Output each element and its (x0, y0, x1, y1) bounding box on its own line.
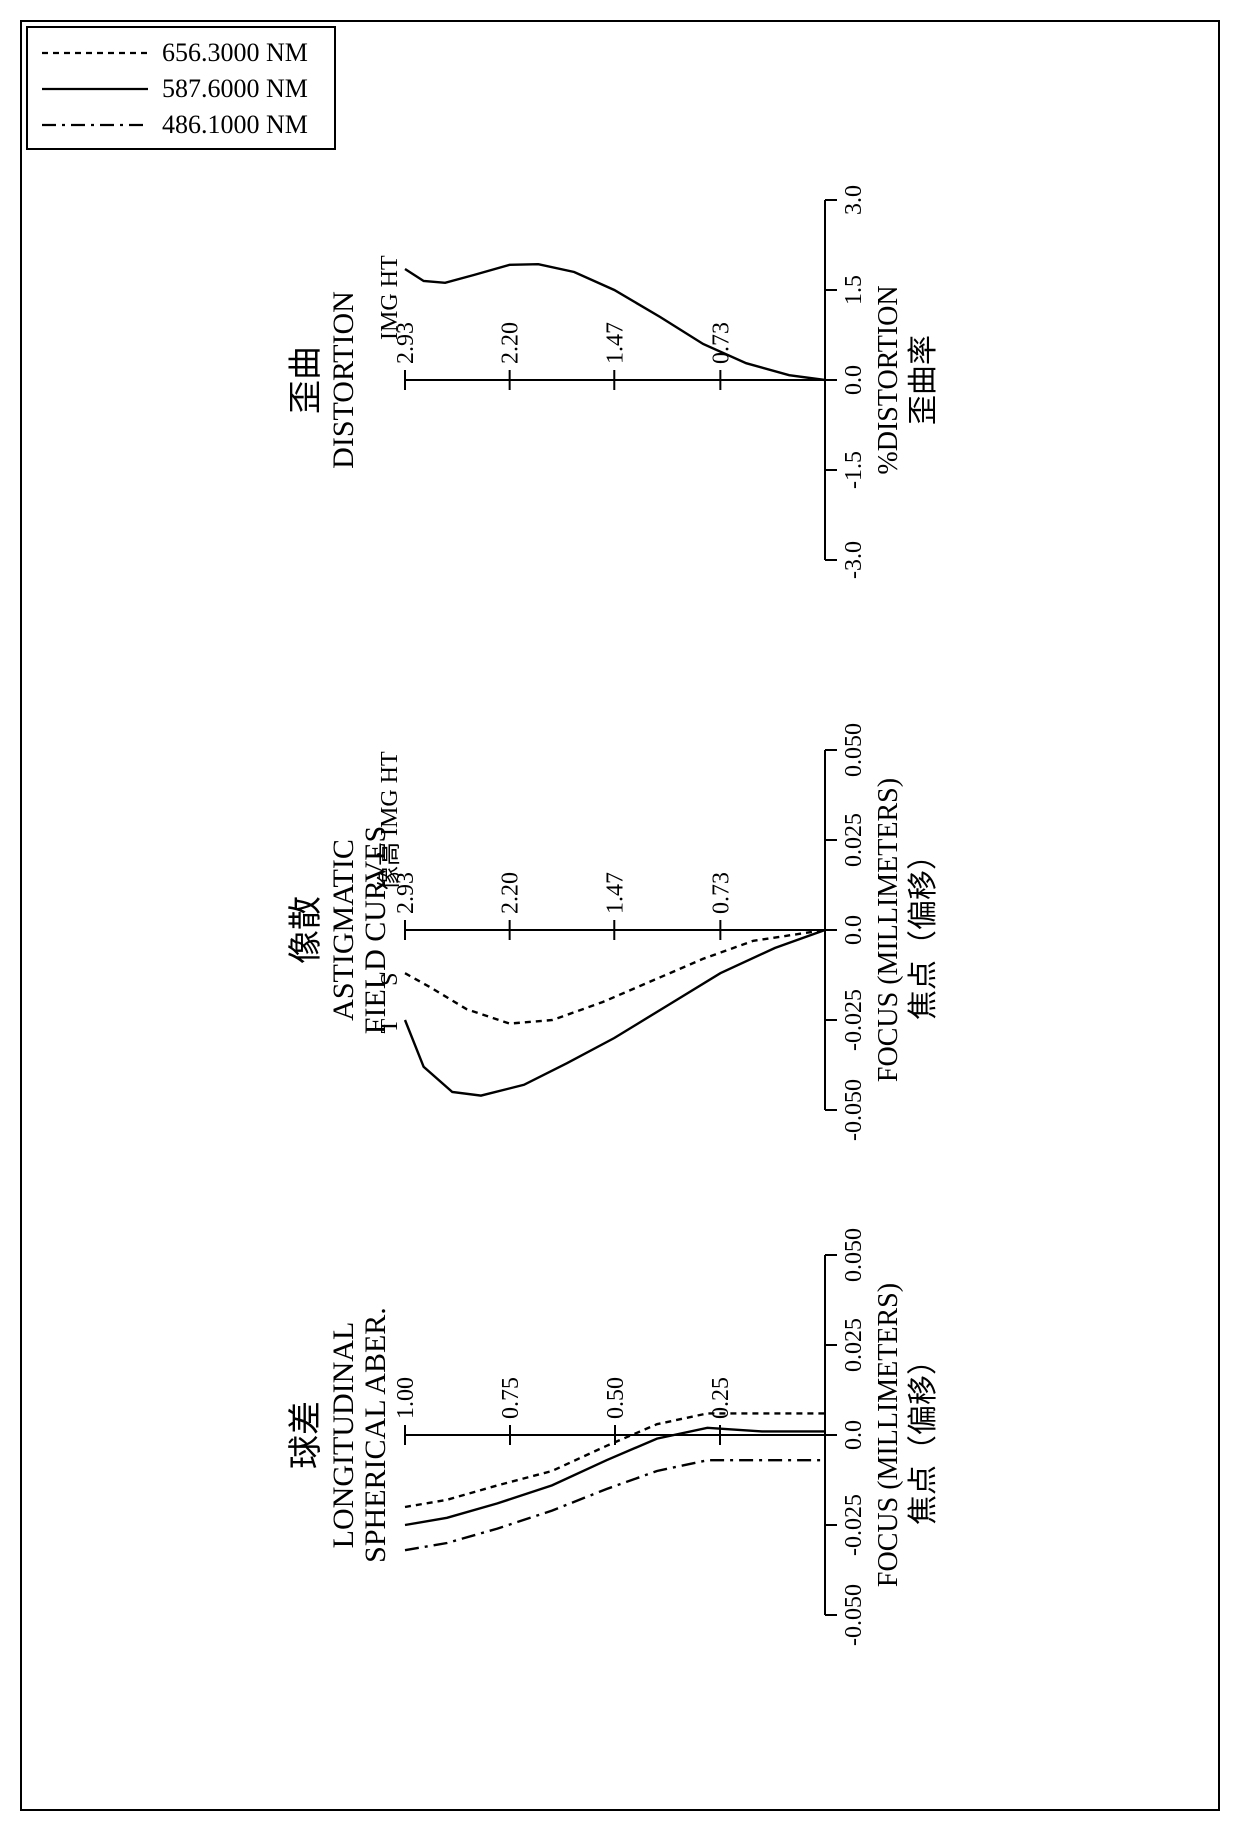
svg-text:0.75: 0.75 (498, 1377, 524, 1419)
svg-text:1.47: 1.47 (602, 872, 628, 914)
legend-swatch-3 (40, 114, 150, 136)
svg-text:0.0: 0.0 (841, 1420, 867, 1450)
spherical-chart: 球差LONGITUDINALSPHERICAL ABER. -0.050 -0.02… (285, 1195, 955, 1675)
legend-row: 587.6000 NM (40, 74, 322, 104)
spherical-svg: 球差LONGITUDINALSPHERICAL ABER. -0.050 -0.02… (285, 1195, 955, 1675)
legend-label: 656.3000 NM (162, 38, 308, 68)
svg-text:2.93: 2.93 (393, 872, 419, 914)
svg-text:歪曲率: 歪曲率 (907, 335, 940, 425)
svg-text:球差: 球差 (287, 1401, 325, 1469)
svg-text:2.20: 2.20 (498, 872, 524, 914)
astigmatic-svg: 像散ASTIGMATICFIELD CURVES像高 IMG HTST-0.05… (285, 690, 955, 1170)
svg-text:DISTORTION: DISTORTION (327, 291, 360, 469)
svg-text:-0.025: -0.025 (841, 1494, 867, 1556)
svg-text:ASTIGMATIC: ASTIGMATIC (327, 839, 360, 1021)
svg-text:FOCUS (MILLIMETERS): FOCUS (MILLIMETERS) (873, 778, 904, 1082)
svg-text:1.47: 1.47 (602, 322, 628, 364)
legend-box: 656.3000 NM 587.6000 NM 486.1000 NM (26, 26, 336, 150)
svg-text:LONGITUDINAL: LONGITUDINAL (327, 1322, 360, 1549)
legend-label: 587.6000 NM (162, 74, 308, 104)
svg-text:0.0: 0.0 (841, 915, 867, 945)
svg-text:0.73: 0.73 (708, 322, 734, 364)
svg-text:0.025: 0.025 (841, 813, 867, 867)
astigmatic-chart: 像散ASTIGMATICFIELD CURVES像高 IMG HTST-0.05… (285, 690, 955, 1170)
svg-text:1.5: 1.5 (841, 275, 867, 305)
svg-text:0.050: 0.050 (841, 723, 867, 777)
svg-text:0.73: 0.73 (708, 872, 734, 914)
legend-row: 656.3000 NM (40, 38, 322, 68)
svg-text:-0.050: -0.050 (841, 1079, 867, 1141)
svg-text:歪曲: 歪曲 (288, 346, 325, 414)
svg-text:FOCUS (MILLIMETERS): FOCUS (MILLIMETERS) (873, 1283, 904, 1587)
svg-text:2.20: 2.20 (498, 322, 524, 364)
svg-text:2.93: 2.93 (393, 322, 419, 364)
svg-text:-0.025: -0.025 (841, 989, 867, 1051)
legend-swatch-1 (40, 42, 150, 64)
svg-text:T: T (377, 1018, 403, 1033)
svg-text:0.50: 0.50 (603, 1377, 629, 1419)
legend-row: 486.1000 NM (40, 110, 322, 140)
svg-text:像散: 像散 (287, 896, 325, 964)
legend-label: 486.1000 NM (162, 110, 308, 140)
svg-text:%DISTORTION: %DISTORTION (873, 285, 904, 474)
svg-text:-3.0: -3.0 (841, 541, 867, 579)
svg-text:0.050: 0.050 (841, 1228, 867, 1282)
legend-swatch-2 (40, 78, 150, 100)
svg-text:SPHERICAL ABER.: SPHERICAL ABER. (359, 1307, 392, 1563)
svg-text:焦点（偏移）: 焦点（偏移） (907, 1345, 940, 1525)
distortion-chart: 歪曲DISTORTIONIMG HT-3.0-1.50.01.53.00.731… (285, 140, 955, 620)
svg-text:0.025: 0.025 (841, 1318, 867, 1372)
svg-text:S: S (377, 973, 403, 986)
distortion-svg: 歪曲DISTORTIONIMG HT-3.0-1.50.01.53.00.731… (285, 140, 955, 620)
svg-text:焦点（偏移）: 焦点（偏移） (907, 840, 940, 1020)
svg-text:3.0: 3.0 (841, 185, 867, 215)
svg-text:0.0: 0.0 (841, 365, 867, 395)
svg-text:1.00: 1.00 (393, 1377, 419, 1419)
svg-text:像高 IMG HT: 像高 IMG HT (376, 751, 403, 890)
svg-text:-1.5: -1.5 (841, 451, 867, 489)
svg-text:-0.050: -0.050 (841, 1584, 867, 1646)
